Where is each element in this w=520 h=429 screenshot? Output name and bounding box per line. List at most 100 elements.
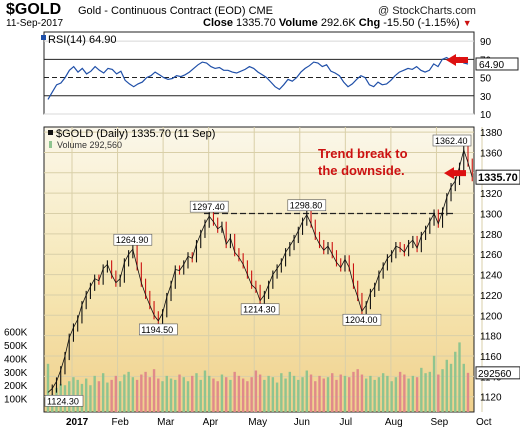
- volume-bar: [127, 371, 130, 412]
- chg-label: Chg: [358, 17, 381, 29]
- volume-bar: [199, 379, 202, 412]
- rsi-panel: 1030507090 RSI(14) 64.90 64.90: [41, 31, 519, 121]
- volume-tick-label: 400K: [4, 354, 28, 365]
- price-tick-label: 1220: [480, 291, 503, 302]
- volume-bar: [288, 371, 292, 412]
- volume-bar: [182, 377, 185, 412]
- volume-bar: [360, 374, 364, 412]
- price-annotation-box: [240, 303, 280, 316]
- volume-bar: [157, 378, 160, 412]
- volume-bar: [250, 377, 253, 412]
- volume-bar: [267, 375, 270, 412]
- volume-value-label: 292560: [478, 369, 512, 380]
- rsi-line: [47, 56, 469, 100]
- volume-bar: [101, 373, 105, 412]
- price-annotation-box: [342, 313, 382, 326]
- price-annotation-box: [139, 323, 178, 336]
- x-tick-label: Oct: [476, 417, 492, 428]
- red-arrow-left-icon: [444, 167, 466, 180]
- price-annotation-box: [189, 200, 229, 213]
- volume-bar: [258, 374, 262, 412]
- volume-bar: [432, 355, 436, 412]
- volume-bar: [280, 373, 283, 412]
- volume-bar: [275, 382, 279, 412]
- price-tick-label: 1300: [480, 210, 503, 221]
- volume-tick-label: 600K: [4, 328, 28, 339]
- x-tick-label: Apr: [203, 417, 219, 428]
- volume-bar: [254, 370, 258, 412]
- volume-bar: [335, 379, 338, 412]
- x-tick-label: Jul: [339, 417, 352, 428]
- price-tick-label: 1380: [480, 128, 503, 139]
- volume-bar: [462, 363, 465, 412]
- price-annotation: 1204.00: [345, 315, 378, 325]
- price-annotation-box: [432, 134, 472, 147]
- volume-bar: [348, 377, 351, 412]
- volume-value: 292.6K: [320, 17, 356, 29]
- x-tick-label: Sep: [430, 417, 448, 428]
- volume-bar: [449, 363, 453, 412]
- quote-date: 11-Sep-2017: [6, 18, 64, 29]
- volume-bar: [174, 379, 177, 412]
- volume-bar: [390, 381, 393, 412]
- price-tick-label: 1240: [480, 271, 503, 282]
- quote-summary: Close 1335.70 Volume 292.6K Chg -15.50 (…: [203, 17, 472, 29]
- volume-bar: [369, 375, 372, 412]
- volume-bar: [118, 381, 122, 412]
- volume-bar: [352, 371, 355, 412]
- volume-bar: [466, 372, 470, 412]
- x-tick-label: Aug: [385, 417, 403, 428]
- volume-bar: [106, 382, 109, 412]
- x-tick-label: Feb: [112, 417, 130, 428]
- price-tick-label: 1260: [480, 250, 503, 261]
- volume-bar: [297, 379, 300, 412]
- price-line: [47, 148, 473, 393]
- volume-bar: [437, 374, 440, 412]
- price-annotation: 1264.90: [116, 235, 149, 245]
- volume-bar: [424, 373, 427, 412]
- price-tick-label: 1280: [480, 230, 503, 241]
- volume-bar: [428, 371, 432, 412]
- exchange-label: CME: [248, 5, 274, 17]
- volume-bar: [161, 381, 164, 412]
- volume-bar: [220, 374, 224, 412]
- volume-bar: [420, 367, 423, 412]
- volume-bar: [373, 379, 376, 412]
- red-arrow-left-icon: [446, 53, 468, 66]
- volume-bar: [322, 378, 325, 412]
- rsi-tick-label: 10: [480, 110, 492, 121]
- volume-bar: [394, 377, 398, 412]
- price-tick-label: 1180: [480, 332, 502, 343]
- volume-bar: [203, 370, 207, 412]
- volume-bar: [140, 374, 143, 412]
- volume-bar: [169, 378, 173, 412]
- rsi-value-box: [475, 57, 519, 71]
- stockcharts-watermark: @ StockCharts.com: [378, 5, 476, 17]
- instrument-name: Gold - Continuous Contract (EOD) CME: [78, 5, 273, 17]
- volume-bar: [229, 379, 232, 412]
- volume-legend: Volume 292,560: [57, 140, 122, 150]
- volume-bar: [271, 377, 275, 412]
- volume-tick-label: 300K: [4, 368, 28, 379]
- down-triangle-icon: ▼: [462, 18, 472, 28]
- instrument-title: Gold - Continuous Contract (EOD): [78, 5, 246, 17]
- volume-bar: [208, 375, 211, 412]
- volume-bar: [186, 381, 190, 412]
- price-tick-label: 1120: [480, 393, 502, 404]
- price-annotation-box: [113, 233, 153, 246]
- rsi-tick-label: 30: [480, 92, 492, 103]
- volume-bar: [237, 375, 241, 412]
- volume-bar: [212, 378, 215, 412]
- price-tick-label: 1160: [480, 352, 502, 363]
- rsi-tick-label: 90: [480, 37, 492, 48]
- callout-text: Trend break to: [318, 146, 408, 161]
- rsi-tick-label: 50: [480, 74, 492, 85]
- volume-bar: [110, 379, 113, 412]
- x-tick-label: Jun: [294, 417, 310, 428]
- price-annotation-box: [44, 395, 84, 407]
- price-tick-label: 1320: [480, 189, 503, 200]
- price-annotation: 1214.30: [243, 305, 276, 315]
- volume-bar: [152, 369, 156, 412]
- volume-bar: [458, 342, 461, 412]
